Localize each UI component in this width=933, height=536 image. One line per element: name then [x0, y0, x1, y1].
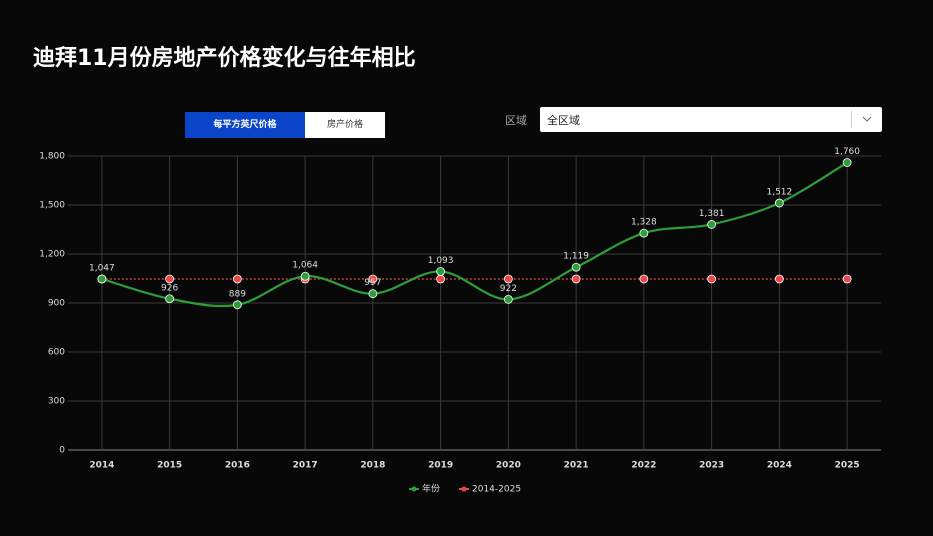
y-tick-label: 300 [48, 397, 65, 407]
data-label: 1,064 [292, 261, 318, 271]
series-line [101, 161, 848, 308]
title: 迪拜11月份房地产价格变化与往年相比 [33, 46, 416, 71]
tab-active[interactable]: 每平方英尺价格 [185, 112, 305, 138]
data-label: 889 [229, 289, 246, 299]
data-point [774, 198, 784, 208]
x-tick-label: 2020 [496, 461, 521, 471]
data-point [232, 300, 242, 310]
x-tick-label: 2019 [428, 461, 453, 471]
data-label: 1,760 [834, 147, 860, 157]
y-tick-label: 900 [48, 299, 65, 309]
data-point [436, 267, 446, 276]
y-tick-label: 1,200 [39, 250, 65, 260]
data-point [97, 274, 107, 284]
data-point [503, 295, 513, 304]
x-tick-label: 2014 [89, 461, 114, 471]
data-label: 1,328 [631, 218, 657, 228]
x-tick-label: 2024 [767, 461, 792, 471]
data-label: 1,093 [428, 256, 454, 266]
data-point [639, 274, 649, 284]
x-tick-label: 2021 [564, 461, 589, 471]
data-point [571, 262, 581, 272]
region-label: 区域 [505, 114, 527, 127]
data-point [232, 274, 242, 284]
data-label: 1,047 [89, 263, 115, 273]
y-tick-label: 0 [59, 446, 65, 456]
data-point [300, 271, 310, 281]
data-point [842, 274, 852, 284]
data-point [503, 274, 513, 284]
data-label: 957 [364, 278, 381, 288]
select-value: 全区域 [547, 114, 580, 127]
legend-label[interactable]: 2014-2025 [472, 485, 521, 495]
data-point [707, 220, 717, 229]
region-select[interactable]: 全区域 [540, 107, 882, 132]
data-label: 926 [161, 283, 178, 293]
chevron [851, 111, 882, 128]
data-label: 922 [500, 284, 517, 294]
data-label: 1,512 [766, 188, 792, 198]
data-point [571, 274, 581, 284]
x-tick-label: 2023 [699, 461, 724, 471]
data-point [842, 158, 852, 167]
data-label: 1,119 [563, 252, 589, 262]
data-point [165, 294, 175, 304]
x-tick-label: 2018 [360, 461, 385, 471]
data-point [165, 274, 175, 284]
data-point [707, 274, 717, 284]
x-tick-label: 2016 [225, 461, 250, 471]
legend-marker [461, 486, 467, 492]
data-point [639, 228, 649, 238]
x-tick-label: 2017 [293, 461, 318, 471]
y-tick-label: 1,800 [39, 152, 65, 162]
y-tick-label: 1,500 [39, 201, 65, 211]
y-tick-label: 600 [48, 348, 65, 358]
x-tick-label: 2025 [835, 461, 860, 471]
data-point [436, 274, 446, 284]
legend-marker [411, 486, 417, 492]
data-label: 1,381 [699, 209, 725, 219]
x-tick-label: 2015 [157, 461, 182, 471]
data-point [368, 274, 378, 284]
tab[interactable]: 房产价格 [305, 112, 385, 138]
data-point [368, 289, 378, 299]
x-tick-label: 2022 [631, 461, 656, 471]
legend-label[interactable]: 年份 [422, 483, 440, 495]
data-point [774, 274, 784, 284]
